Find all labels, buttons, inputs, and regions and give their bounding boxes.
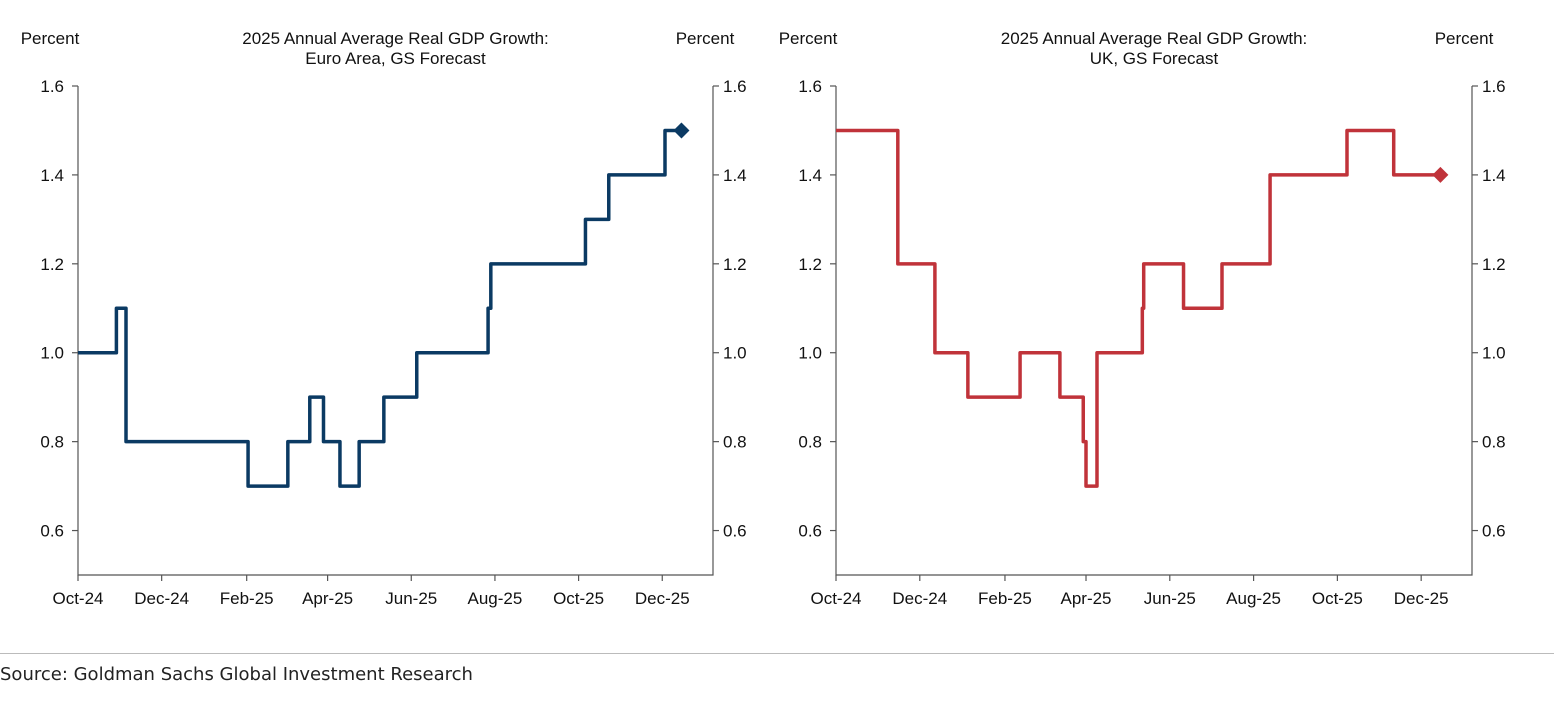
y-tick-label-left: 1.4 bbox=[40, 166, 64, 185]
x-tick-label: Feb-25 bbox=[978, 589, 1032, 608]
y-tick-label-right: 0.6 bbox=[723, 522, 747, 541]
x-tick-label: Jun-25 bbox=[385, 589, 437, 608]
x-tick-label: Oct-24 bbox=[810, 589, 861, 608]
y-axis-label-right: Percent bbox=[676, 29, 735, 48]
axes-frame bbox=[77, 86, 714, 576]
y-tick-label-left: 1.2 bbox=[40, 255, 64, 274]
chart-1: Percent Percent 2025 Annual Average Real G… bbox=[21, 29, 747, 608]
y-tick-label-right: 0.8 bbox=[1482, 433, 1506, 452]
x-tick-label: Oct-24 bbox=[52, 589, 103, 608]
y-tick-label-left: 0.6 bbox=[40, 522, 64, 541]
x-tick-label: Feb-25 bbox=[220, 589, 274, 608]
chart-title: 2025 Annual Average Real GDP Growth: bbox=[242, 29, 549, 48]
y-tick-label-right: 1.0 bbox=[1482, 344, 1506, 363]
axes-frame bbox=[835, 86, 1473, 576]
x-tick-label: Dec-24 bbox=[134, 589, 189, 608]
y-axis-label-left: Percent bbox=[21, 29, 80, 48]
y-tick-label-left: 1.0 bbox=[40, 344, 64, 363]
chart-title: Euro Area, GS Forecast bbox=[305, 49, 486, 68]
y-tick-label-right: 1.2 bbox=[1482, 255, 1506, 274]
series-line bbox=[78, 128, 682, 488]
y-tick-label-left: 0.8 bbox=[798, 433, 822, 452]
y-tick-label-right: 1.4 bbox=[1482, 166, 1506, 185]
x-tick-label: Oct-25 bbox=[1312, 589, 1363, 608]
x-tick-label: Oct-25 bbox=[553, 589, 604, 608]
y-tick-label-right: 1.4 bbox=[723, 166, 747, 185]
y-tick-label-left: 1.6 bbox=[40, 77, 64, 96]
x-tick-label: Apr-25 bbox=[1060, 589, 1111, 608]
x-tick-label: Dec-25 bbox=[1394, 589, 1449, 608]
source-note: Source: Goldman Sachs Global Investment … bbox=[0, 664, 473, 685]
y-tick-label-right: 0.6 bbox=[1482, 522, 1506, 541]
y-tick-label-left: 1.4 bbox=[798, 166, 822, 185]
y-tick-label-left: 0.6 bbox=[798, 522, 822, 541]
y-tick-label-right: 0.8 bbox=[723, 433, 747, 452]
series-line bbox=[836, 128, 1441, 488]
chart-title: 2025 Annual Average Real GDP Growth: bbox=[1001, 29, 1308, 48]
forecast-marker-diamond bbox=[1432, 166, 1449, 183]
y-axis-label-left: Percent bbox=[779, 29, 838, 48]
x-tick-label: Jun-25 bbox=[1144, 589, 1196, 608]
divider bbox=[0, 653, 1554, 654]
x-tick-label: Aug-25 bbox=[468, 589, 523, 608]
chart-title: UK, GS Forecast bbox=[1090, 49, 1219, 68]
x-tick-label: Dec-24 bbox=[892, 589, 947, 608]
y-tick-label-left: 1.0 bbox=[798, 344, 822, 363]
y-tick-label-right: 1.6 bbox=[723, 77, 747, 96]
y-tick-label-right: 1.0 bbox=[723, 344, 747, 363]
forecast-marker-diamond bbox=[673, 122, 690, 139]
y-tick-label-left: 0.8 bbox=[40, 433, 64, 452]
chart-2: Percent Percent 2025 Annual Average Real G… bbox=[779, 29, 1506, 608]
x-tick-label: Aug-25 bbox=[1226, 589, 1281, 608]
y-tick-label-left: 1.2 bbox=[798, 255, 822, 274]
y-tick-label-right: 1.6 bbox=[1482, 77, 1506, 96]
y-tick-label-right: 1.2 bbox=[723, 255, 747, 274]
y-tick-label-left: 1.6 bbox=[798, 77, 822, 96]
x-tick-label: Apr-25 bbox=[302, 589, 353, 608]
x-tick-label: Dec-25 bbox=[635, 589, 690, 608]
y-axis-label-right: Percent bbox=[1435, 29, 1494, 48]
